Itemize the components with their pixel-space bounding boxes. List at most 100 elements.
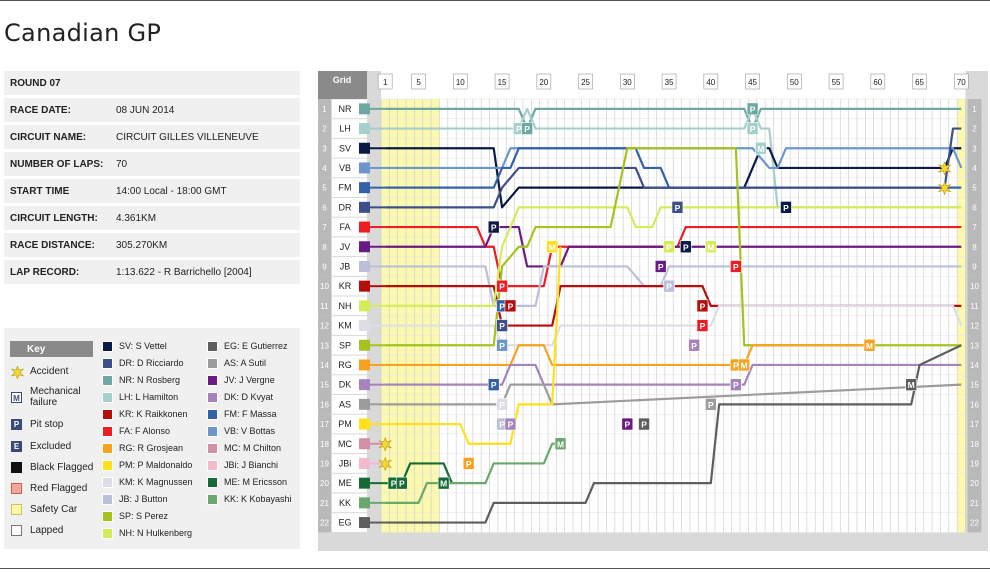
mechanical-failure-marker-glyph: M xyxy=(741,360,748,370)
info-label: RACE DATE: xyxy=(10,104,71,116)
driver-legend-entry: KM: K Magnussen xyxy=(102,476,193,488)
pit-stop-marker-glyph: P xyxy=(491,380,497,390)
info-row: CIRCUIT LENGTH: 4.361KM xyxy=(4,206,300,230)
position-label: 5 xyxy=(322,184,327,193)
pit-stop-marker-glyph: P xyxy=(499,321,505,331)
grid-driver-swatch xyxy=(359,103,370,115)
grid-driver-swatch xyxy=(359,517,370,529)
driver-legend-entry: NH: N Hulkenberg xyxy=(102,527,192,539)
lap-tick-box xyxy=(578,73,593,90)
pit-stop-marker-box xyxy=(688,338,700,352)
position-label: 6 xyxy=(972,203,977,212)
position-label: 22 xyxy=(320,519,329,528)
driver-swatch xyxy=(102,357,113,369)
lap-tick-label: 70 xyxy=(957,78,966,87)
pit-stop-marker: P xyxy=(730,260,742,273)
driver-legend-entry: EG: E Gutierrez xyxy=(207,340,288,352)
position-cell xyxy=(967,296,982,316)
driver-legend-entry: JV: J Vergne xyxy=(207,374,275,386)
pit-stop-marker: P xyxy=(504,417,517,431)
key-label: Red Flagged xyxy=(30,483,88,494)
grid-driver-code: DK xyxy=(339,380,352,390)
pit-stop-marker: P xyxy=(396,476,408,490)
pit-stop-marker-glyph: P xyxy=(658,262,664,272)
grid-driver-swatch xyxy=(359,398,370,410)
accident-shape xyxy=(937,180,952,196)
pit-stop-marker: P xyxy=(705,398,717,411)
lap-tick-label: 30 xyxy=(623,78,632,87)
grid-driver-swatch xyxy=(359,162,370,174)
position-cell xyxy=(318,236,331,257)
position-label: 10 xyxy=(970,282,979,291)
position-label: 17 xyxy=(320,420,329,429)
pit-stop-marker: P xyxy=(663,240,675,254)
position-label: 4 xyxy=(972,164,977,173)
key-item: Safety Car xyxy=(11,504,77,515)
mechanical-failure-marker: M xyxy=(755,141,767,155)
position-line-sp xyxy=(385,147,962,347)
position-cell xyxy=(967,256,982,277)
pit-stop-marker: P xyxy=(696,319,709,332)
position-label: 13 xyxy=(320,341,329,350)
key-label: Mechanical xyxy=(30,386,81,397)
key-item: Black Flagged xyxy=(11,462,93,473)
position-label: 16 xyxy=(320,400,329,409)
pit-stop-marker-glyph: P xyxy=(641,420,647,430)
key-item: E Excluded xyxy=(11,441,71,452)
grid-cell xyxy=(332,414,367,434)
driver-legend-entry: KK: K Kobayashi xyxy=(207,493,292,505)
position-cell xyxy=(318,197,331,218)
info-value: 70 xyxy=(116,158,128,170)
mechanical-failure-marker: M xyxy=(546,240,558,254)
position-cell xyxy=(318,512,331,533)
position-label: 19 xyxy=(320,459,329,468)
position-cell xyxy=(967,118,982,139)
info-row: ROUND 07 xyxy=(4,71,300,95)
position-cell xyxy=(318,315,331,336)
position-label: 22 xyxy=(970,519,979,528)
pit-stop-marker-glyph: P xyxy=(516,124,522,134)
grid-cell xyxy=(332,198,367,217)
grid-cell xyxy=(332,99,367,119)
position-cell xyxy=(318,493,331,513)
grid-driver-code: VB xyxy=(339,163,351,173)
mechanical-failure-marker-box xyxy=(905,378,918,391)
key-item: M Mechanical failure xyxy=(11,386,81,408)
position-line-dk xyxy=(385,363,962,386)
info-row: NUMBER OF LAPS: 70 xyxy=(4,152,300,176)
lap-tick-box xyxy=(787,73,802,90)
pit-stop-marker: P xyxy=(730,378,742,391)
position-cell xyxy=(318,355,331,375)
grid-driver-code: KK xyxy=(339,498,351,508)
bottom-rule xyxy=(0,568,990,569)
pit-stop-marker: P xyxy=(496,279,508,293)
position-cell xyxy=(318,335,331,356)
pit-stop-marker-glyph: P xyxy=(624,420,630,430)
pit-stop-marker-box xyxy=(487,378,500,391)
driver-legend-entry: ME: M Ericsson xyxy=(207,476,287,488)
info-label: LAP RECORD: xyxy=(10,266,80,278)
grid-cell xyxy=(332,119,367,138)
grid-driver-swatch xyxy=(359,497,370,509)
grid-driver-swatch xyxy=(359,142,370,154)
position-line-dr xyxy=(385,127,962,209)
position-cell xyxy=(967,158,982,178)
driver-swatch xyxy=(207,408,218,420)
grid-driver-swatch xyxy=(359,379,370,391)
grid-header: Grid xyxy=(333,75,352,85)
position-line-nh xyxy=(385,206,962,307)
lap-tick-label: 1 xyxy=(383,78,388,87)
grid-cell xyxy=(332,276,367,296)
accident-icon xyxy=(378,456,393,472)
pit-stop-marker-box xyxy=(396,476,408,490)
driver-swatch xyxy=(102,442,113,454)
driver-swatch xyxy=(207,442,218,454)
position-label: 15 xyxy=(320,381,329,390)
pit-stop-marker-box xyxy=(705,398,717,411)
position-cell xyxy=(967,453,982,474)
driver-swatch xyxy=(207,357,218,369)
pit-stop-marker: P xyxy=(487,220,500,234)
black-flag-icon xyxy=(11,462,22,473)
grid-driver-swatch xyxy=(359,280,370,292)
pit-stop-marker-box xyxy=(654,260,667,273)
